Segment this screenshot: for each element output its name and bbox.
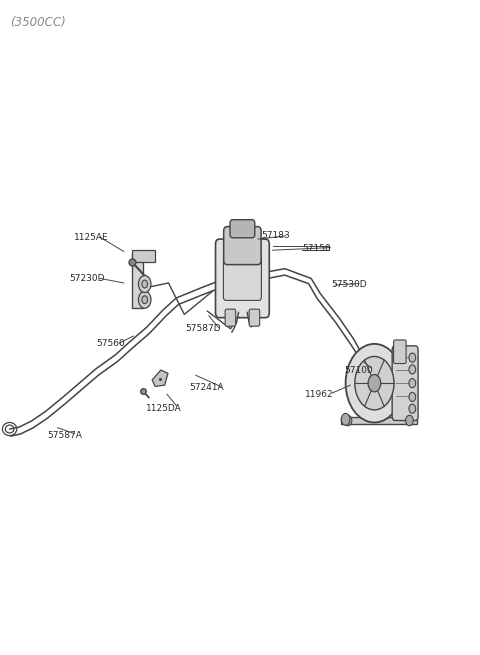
Polygon shape — [341, 417, 417, 424]
FancyBboxPatch shape — [230, 219, 255, 238]
Circle shape — [409, 379, 416, 388]
Circle shape — [344, 415, 352, 426]
Circle shape — [368, 375, 381, 392]
Text: 57241A: 57241A — [190, 383, 224, 392]
Text: 1125DA: 1125DA — [146, 403, 182, 413]
FancyBboxPatch shape — [223, 256, 262, 301]
Circle shape — [409, 353, 416, 362]
Text: 57530D: 57530D — [331, 280, 367, 290]
Circle shape — [409, 392, 416, 402]
Circle shape — [138, 276, 151, 293]
FancyBboxPatch shape — [249, 309, 260, 326]
Text: 57587A: 57587A — [47, 431, 82, 440]
Circle shape — [341, 413, 350, 425]
FancyBboxPatch shape — [132, 250, 155, 262]
Polygon shape — [152, 370, 168, 386]
Text: 57183: 57183 — [262, 231, 290, 240]
Text: 57150: 57150 — [302, 244, 331, 253]
Text: 11962: 11962 — [305, 390, 334, 400]
Text: 57587D: 57587D — [185, 324, 220, 333]
Text: 57100: 57100 — [345, 365, 373, 375]
Circle shape — [409, 404, 416, 413]
Circle shape — [142, 280, 148, 288]
Circle shape — [138, 291, 151, 309]
FancyBboxPatch shape — [224, 227, 261, 265]
Circle shape — [355, 356, 394, 410]
Circle shape — [409, 365, 416, 374]
Circle shape — [346, 344, 403, 422]
Circle shape — [406, 415, 413, 426]
FancyBboxPatch shape — [132, 253, 143, 308]
Text: 57230D: 57230D — [70, 274, 105, 283]
Text: 1125AE: 1125AE — [74, 233, 109, 242]
Circle shape — [142, 296, 148, 304]
Text: (3500CC): (3500CC) — [10, 16, 65, 29]
FancyBboxPatch shape — [392, 346, 418, 421]
FancyBboxPatch shape — [225, 309, 236, 326]
FancyBboxPatch shape — [394, 340, 406, 364]
Ellipse shape — [219, 244, 265, 312]
Text: 57560: 57560 — [96, 339, 125, 348]
FancyBboxPatch shape — [216, 239, 269, 318]
